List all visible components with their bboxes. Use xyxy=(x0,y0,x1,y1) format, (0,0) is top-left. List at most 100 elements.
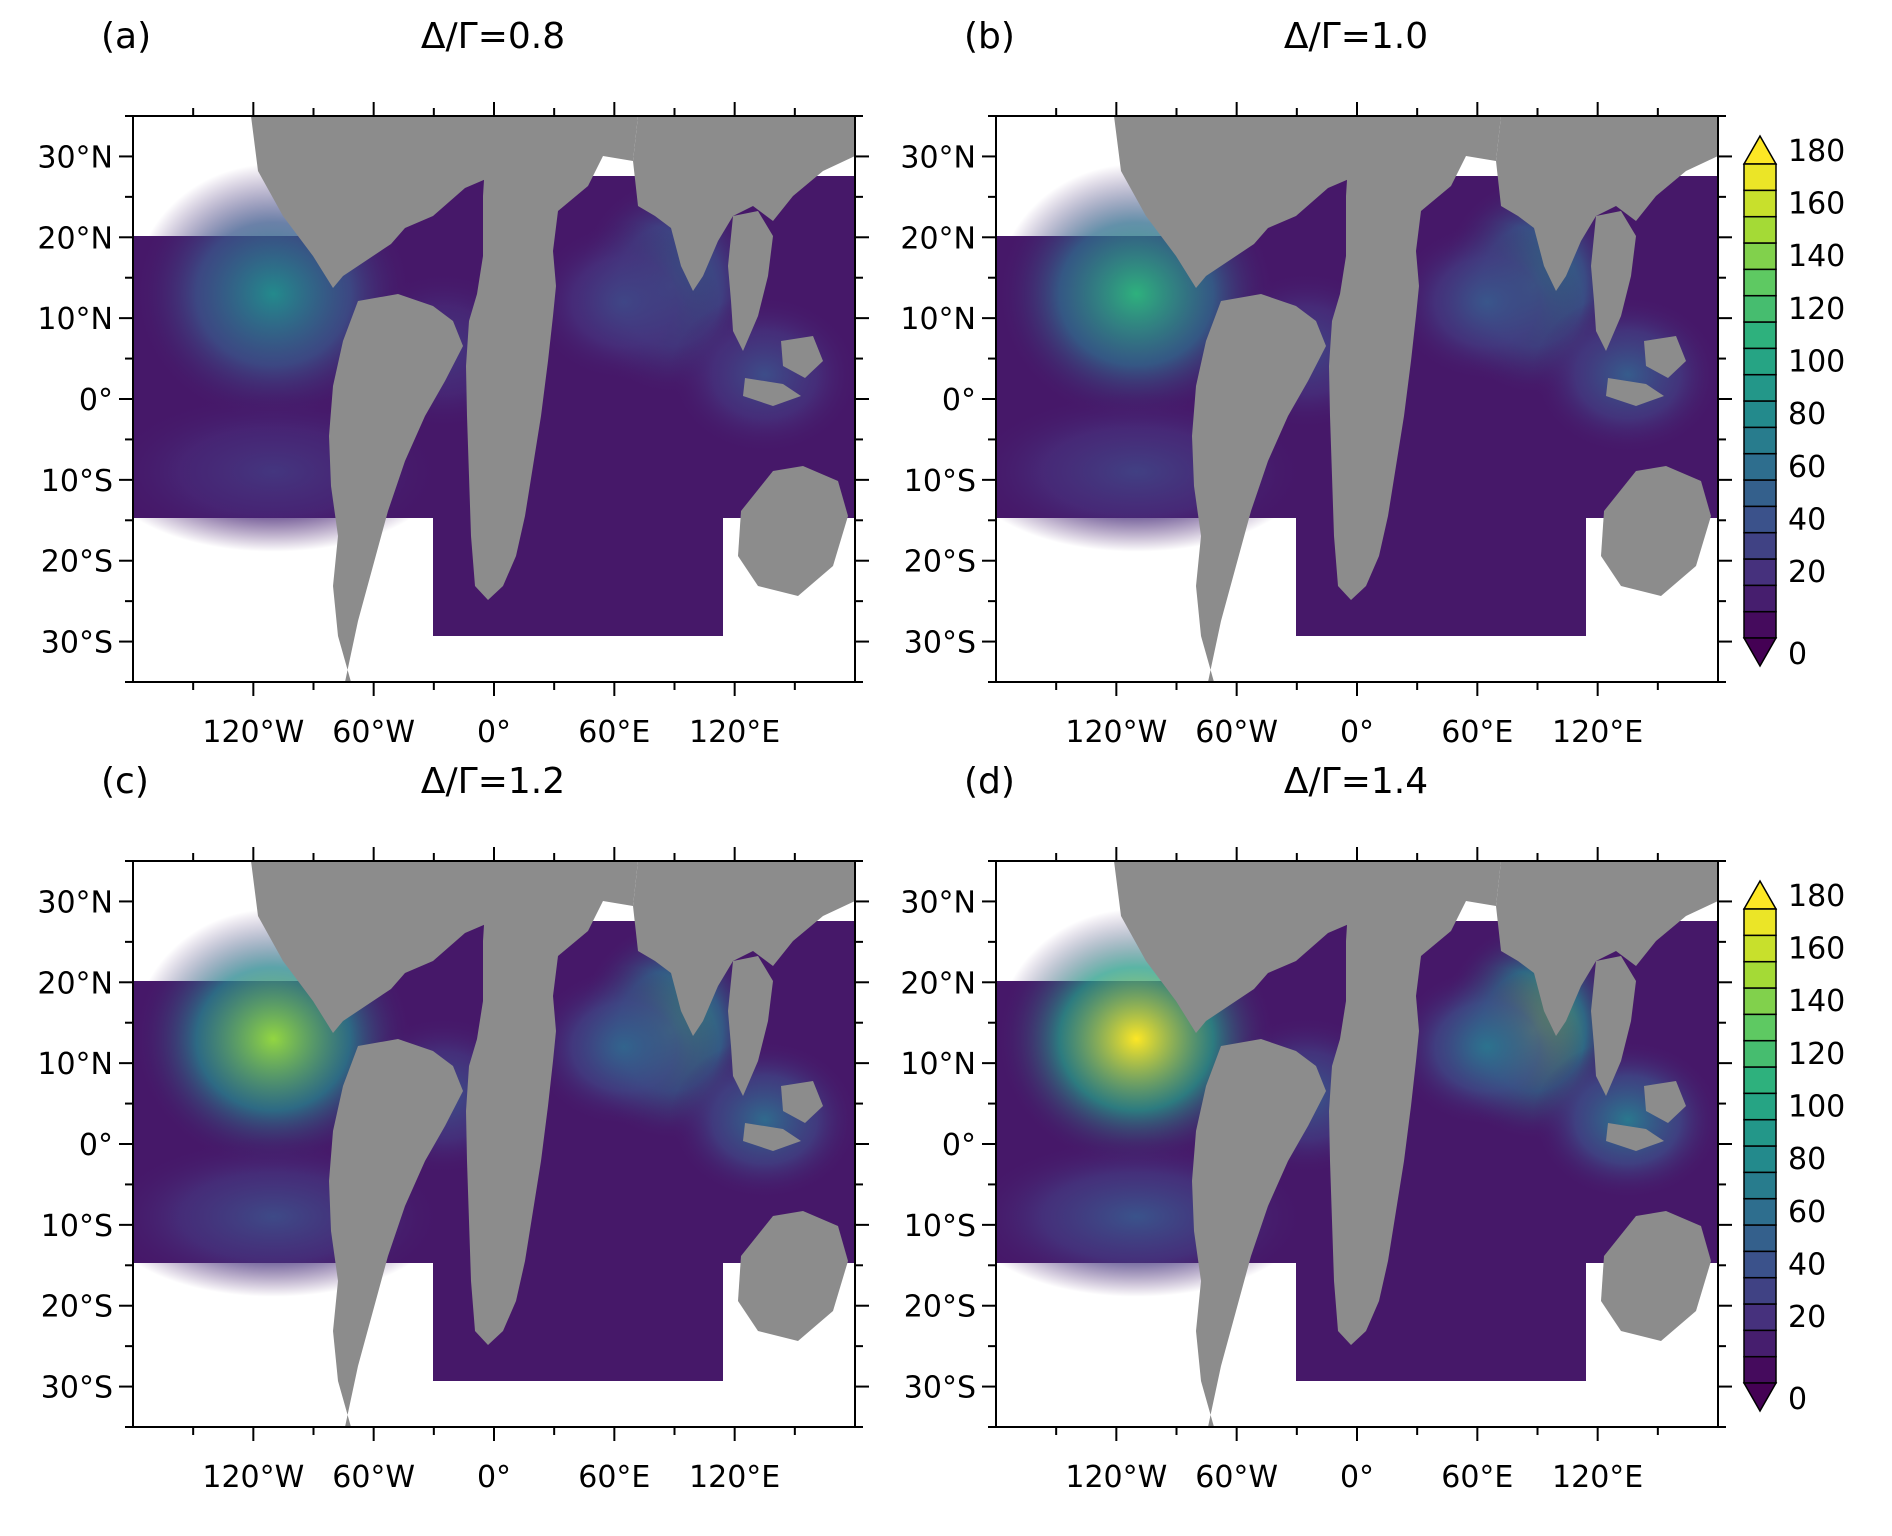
colorbar-bin xyxy=(1743,321,1777,350)
panel-title: Δ/Γ=0.8 xyxy=(421,16,565,57)
colorbar-bin xyxy=(1743,1276,1777,1305)
colorbar-tick-label: 140 xyxy=(1788,239,1845,274)
y-tick-label: 10°N xyxy=(900,1047,976,1082)
y-tick-label: 30°S xyxy=(904,1371,976,1406)
x-tick-label: 120°W xyxy=(202,715,304,750)
x-tick-label: 60°E xyxy=(578,715,650,750)
y-tick-label: 0° xyxy=(79,1128,113,1163)
y-tick-label: 20°N xyxy=(900,966,976,1001)
panel-c: (c) Δ/Γ=1.2 120°W 60°W 0° 60°E 120°E 30°N 20°N 10… xyxy=(37,761,869,1495)
y-tick-label: 10°N xyxy=(900,302,976,337)
colorbar-bin xyxy=(1743,1224,1777,1253)
colorbar-bin xyxy=(1743,610,1777,639)
x-tick-label: 0° xyxy=(477,715,511,750)
colorbar-bin xyxy=(1743,1013,1777,1042)
panel-title: Δ/Γ=1.2 xyxy=(421,761,565,802)
x-tick-label: 60°E xyxy=(1441,1460,1513,1495)
x-tick-label: 120°E xyxy=(689,1460,780,1495)
colorbar-tick-label: 100 xyxy=(1788,345,1845,380)
x-tick-label: 120°W xyxy=(1065,1460,1167,1495)
x-tick-label: 120°W xyxy=(202,1460,304,1495)
y-tick-label: 20°N xyxy=(900,221,976,256)
hotspot-arabian-sea xyxy=(529,221,720,382)
x-tick-label: 120°W xyxy=(1065,715,1167,750)
colorbar-tick-label: 80 xyxy=(1788,397,1826,432)
y-tick-label: 30°N xyxy=(900,140,976,175)
panel-title: Δ/Γ=1.4 xyxy=(1284,761,1428,802)
colorbar-bin xyxy=(1743,479,1777,508)
colorbar-tick-label: 40 xyxy=(1788,503,1826,538)
hotspot-western-pacific xyxy=(669,294,855,455)
map-area xyxy=(133,116,855,682)
colorbar-bin xyxy=(1743,242,1777,271)
colorbar-bin xyxy=(1743,1118,1777,1147)
colorbar-bin xyxy=(1743,426,1777,455)
colorbar-tick-label: 0 xyxy=(1788,1382,1807,1417)
panel-label: (d) xyxy=(964,761,1015,802)
y-tick-label: 20°N xyxy=(37,221,113,256)
y-tick-label: 30°S xyxy=(904,626,976,661)
colorbar-tick-label: 160 xyxy=(1788,932,1845,967)
colorbar: 180 160 140 120 100 80 60 40 20 0 xyxy=(1742,134,1845,672)
panel-label: (c) xyxy=(101,761,149,802)
y-tick-label: 30°N xyxy=(900,885,976,920)
colorbar-bin xyxy=(1743,1197,1777,1226)
x-tick-label: 120°E xyxy=(1552,1460,1643,1495)
y-tick-label: 20°N xyxy=(37,966,113,1001)
colorbar-bin xyxy=(1743,1092,1777,1121)
y-tick-label: 30°N xyxy=(37,140,113,175)
colorbar-tick-label: 0 xyxy=(1788,637,1807,672)
colorbar-bin xyxy=(1743,987,1777,1016)
y-tick-label: 10°S xyxy=(904,464,976,499)
colorbar-bin xyxy=(1743,531,1777,560)
x-tick-label: 0° xyxy=(477,1460,511,1495)
colorbar-tick-label: 20 xyxy=(1788,555,1826,590)
colorbar-tick-label: 80 xyxy=(1788,1142,1826,1177)
colorbar-extend-min xyxy=(1742,637,1778,668)
x-tick-label: 60°W xyxy=(1195,715,1278,750)
y-tick-label: 20°S xyxy=(904,1290,976,1325)
panel-title: Δ/Γ=1.0 xyxy=(1284,16,1428,57)
x-tick-label: 60°E xyxy=(578,1460,650,1495)
y-tick-label: 10°S xyxy=(41,464,113,499)
colorbar-bin xyxy=(1743,189,1777,218)
y-tick-label: 20°S xyxy=(41,545,113,580)
hotspot-western-pacific xyxy=(669,1039,855,1200)
panel-label: (a) xyxy=(101,16,151,57)
hotspot-arabian-sea xyxy=(529,966,720,1127)
panel-b: (b) Δ/Γ=1.0 120°W 60°W 0° 60°E 120°E 30°N 20°N 10… xyxy=(900,16,1845,750)
colorbar-extend-min xyxy=(1742,1382,1778,1413)
map-area xyxy=(133,861,855,1427)
x-tick-label: 0° xyxy=(1340,715,1374,750)
colorbar: 180 160 140 120 100 80 60 40 20 0 xyxy=(1742,879,1845,1417)
colorbar-bin xyxy=(1743,584,1777,613)
colorbar-extend-max xyxy=(1742,134,1778,165)
colorbar-bin xyxy=(1743,1171,1777,1200)
colorbar-tick-label: 180 xyxy=(1788,134,1845,169)
colorbar-extend-max xyxy=(1742,879,1778,910)
y-tick-label: 10°S xyxy=(41,1209,113,1244)
colorbar-bin xyxy=(1743,505,1777,534)
y-tick-label: 0° xyxy=(942,383,976,418)
colorbar-bin xyxy=(1743,347,1777,376)
colorbar-bin xyxy=(1743,1329,1777,1358)
colorbar-tick-label: 160 xyxy=(1788,187,1845,222)
map-area xyxy=(996,116,1718,682)
colorbar-bin xyxy=(1743,908,1777,937)
colorbar-bin xyxy=(1743,400,1777,429)
hotspot-western-pacific xyxy=(1532,1039,1718,1200)
colorbar-bin xyxy=(1743,1145,1777,1174)
x-tick-label: 60°W xyxy=(332,1460,415,1495)
hotspot-arabian-sea xyxy=(1392,966,1583,1127)
colorbar-tick-label: 60 xyxy=(1788,450,1826,485)
colorbar-bin xyxy=(1743,1066,1777,1095)
colorbar-bin xyxy=(1743,215,1777,244)
colorbar-bin xyxy=(1743,558,1777,587)
colorbar-bin xyxy=(1743,1039,1777,1068)
colorbar-bin xyxy=(1743,294,1777,323)
y-tick-label: 10°N xyxy=(37,1047,113,1082)
hotspot-western-pacific xyxy=(1532,294,1718,455)
y-tick-label: 30°N xyxy=(37,885,113,920)
y-tick-label: 30°S xyxy=(41,1371,113,1406)
